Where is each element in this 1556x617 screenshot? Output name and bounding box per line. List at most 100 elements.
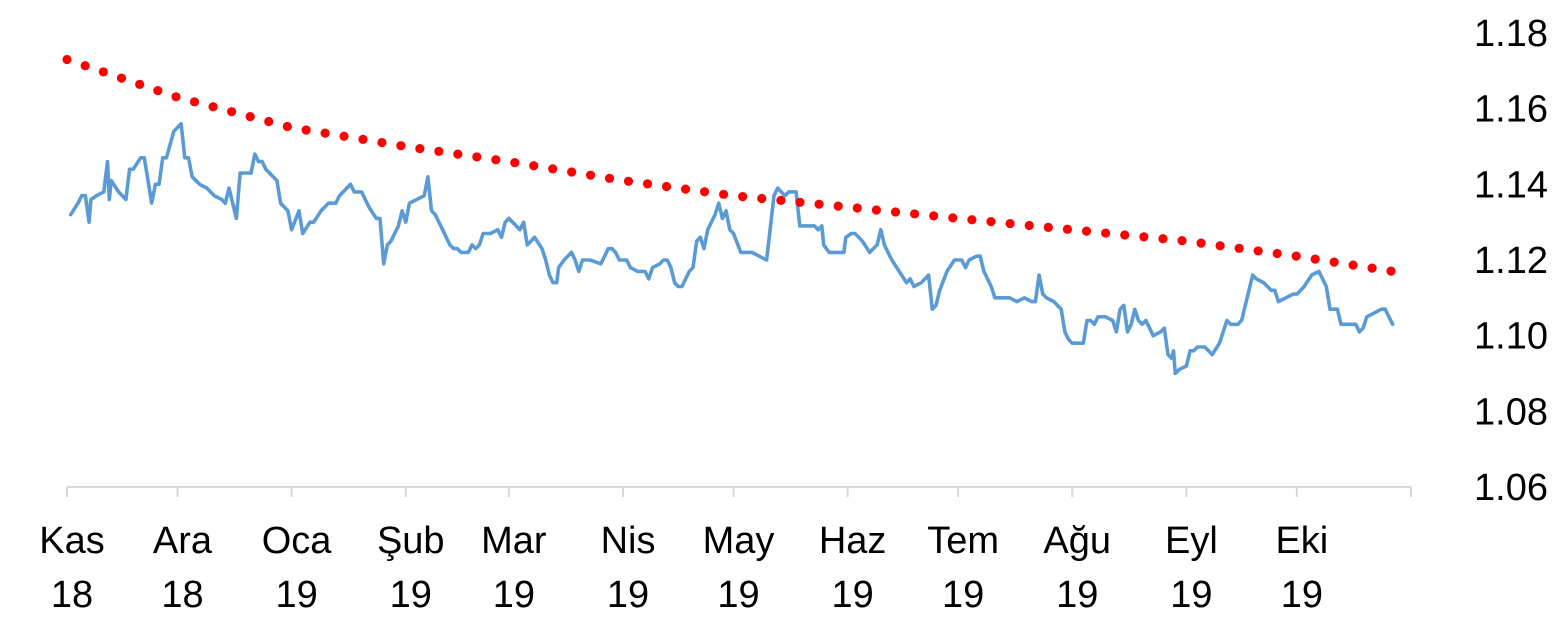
series-point: [1177, 236, 1187, 246]
series-point: [396, 141, 406, 151]
series-point: [301, 125, 311, 135]
series-point: [1081, 226, 1092, 236]
x-tick-label-month: Tem: [927, 520, 999, 562]
x-tick-label-year: 18: [51, 574, 93, 616]
series-line: [68, 122, 1395, 376]
series-point: [1024, 220, 1034, 231]
series-point: [909, 209, 920, 219]
series-point: [871, 205, 881, 215]
series-point: [80, 61, 90, 71]
series-point: [548, 164, 558, 174]
series-point: [62, 54, 72, 65]
x-tick-label-month: Eki: [1275, 520, 1328, 562]
series-point: [171, 92, 181, 102]
series-point: [757, 193, 767, 204]
series-point: [98, 67, 108, 77]
y-tick-label: 1.16: [1474, 89, 1548, 131]
series-point: [1253, 246, 1263, 256]
x-tick-label-month: Şub: [377, 520, 445, 562]
series-point: [1272, 248, 1282, 259]
series-point: [699, 187, 710, 197]
x-tick-label-month: Eyl: [1165, 520, 1218, 562]
series-point: [153, 85, 163, 96]
x-tick-label-year: 19: [1170, 574, 1212, 616]
x-tick-label-year: 19: [831, 574, 873, 616]
x-tick-label-year: 19: [390, 574, 432, 616]
series-point: [1348, 260, 1358, 270]
series-point: [116, 73, 127, 83]
y-tick-label: 1.18: [1474, 13, 1548, 55]
y-tick-label: 1.06: [1474, 467, 1548, 509]
series-point: [415, 143, 425, 154]
x-tick-label-month: Ağu: [1043, 520, 1111, 562]
series-point: [453, 149, 463, 159]
series-point: [135, 79, 145, 89]
series-point: [852, 203, 862, 213]
series-point: [377, 137, 387, 148]
series-point: [680, 184, 691, 194]
x-tick-label-year: 19: [717, 574, 759, 616]
series-point: [1291, 251, 1301, 261]
series-point: [264, 116, 274, 127]
series-point: [208, 102, 218, 112]
series-point: [1139, 232, 1149, 242]
series-point: [320, 128, 330, 138]
series-point: [623, 176, 634, 186]
series-point: [929, 211, 939, 221]
series-point: [1367, 263, 1377, 273]
series-point: [282, 121, 292, 132]
series-point: [1120, 230, 1130, 240]
series-point: [491, 155, 501, 165]
x-tick-label-year: 18: [161, 574, 203, 616]
x-tick-label-month: Haz: [819, 520, 887, 562]
y-tick-label: 1.10: [1474, 316, 1548, 358]
series-point: [472, 152, 482, 162]
series-point: [738, 191, 748, 202]
series-point: [245, 111, 255, 122]
series-point: [1310, 254, 1320, 264]
plot-area: [62, 54, 1396, 376]
series-point: [948, 213, 958, 223]
series-point: [795, 197, 805, 207]
series-point: [661, 181, 672, 192]
series-point: [604, 173, 615, 183]
y-axis: 1.06 1.08 1.10 1.12 1.14 1.16 1.18: [1474, 13, 1548, 509]
series-point: [510, 158, 520, 168]
series-point: [642, 179, 653, 189]
series-point: [339, 131, 349, 141]
x-tick-label-month: Nis: [601, 520, 656, 562]
series-point: [1043, 222, 1053, 232]
x-tick-label-year: 19: [942, 574, 984, 616]
series-point: [1062, 224, 1073, 234]
series-point: [1386, 266, 1396, 276]
y-tick-label: 1.12: [1474, 240, 1548, 282]
x-axis: Kas 18 Ara 18 Oca 19 Şub 19 Mar 19 Nis 19 May 19 Haz 19…: [39, 486, 1412, 616]
series-point: [890, 207, 901, 217]
x-tick-label-year: 19: [1281, 574, 1323, 616]
dotted-series: [62, 54, 1396, 276]
series-point: [358, 134, 368, 145]
series-point: [1215, 241, 1225, 251]
series-point: [718, 189, 729, 199]
series-point: [189, 97, 200, 107]
series-point: [1329, 257, 1339, 267]
x-tick-label-month: Oca: [262, 520, 333, 562]
series-point: [776, 195, 786, 205]
series-point: [1196, 238, 1206, 248]
x-tick-label-year: 19: [1056, 574, 1098, 616]
series-point: [585, 170, 596, 180]
x-tick-label-month: Ara: [153, 520, 213, 562]
series-point: [967, 215, 977, 225]
series-point: [986, 217, 996, 227]
series-point: [814, 199, 824, 209]
y-tick-label: 1.14: [1474, 164, 1548, 206]
x-tick-label-year: 19: [607, 574, 649, 616]
series-point: [833, 201, 843, 211]
x-tick-label-year: 19: [275, 574, 317, 616]
series-point: [1158, 234, 1168, 244]
series-point: [567, 167, 577, 177]
series-point: [1005, 218, 1015, 229]
series-point: [227, 107, 237, 117]
series-point: [434, 146, 444, 156]
